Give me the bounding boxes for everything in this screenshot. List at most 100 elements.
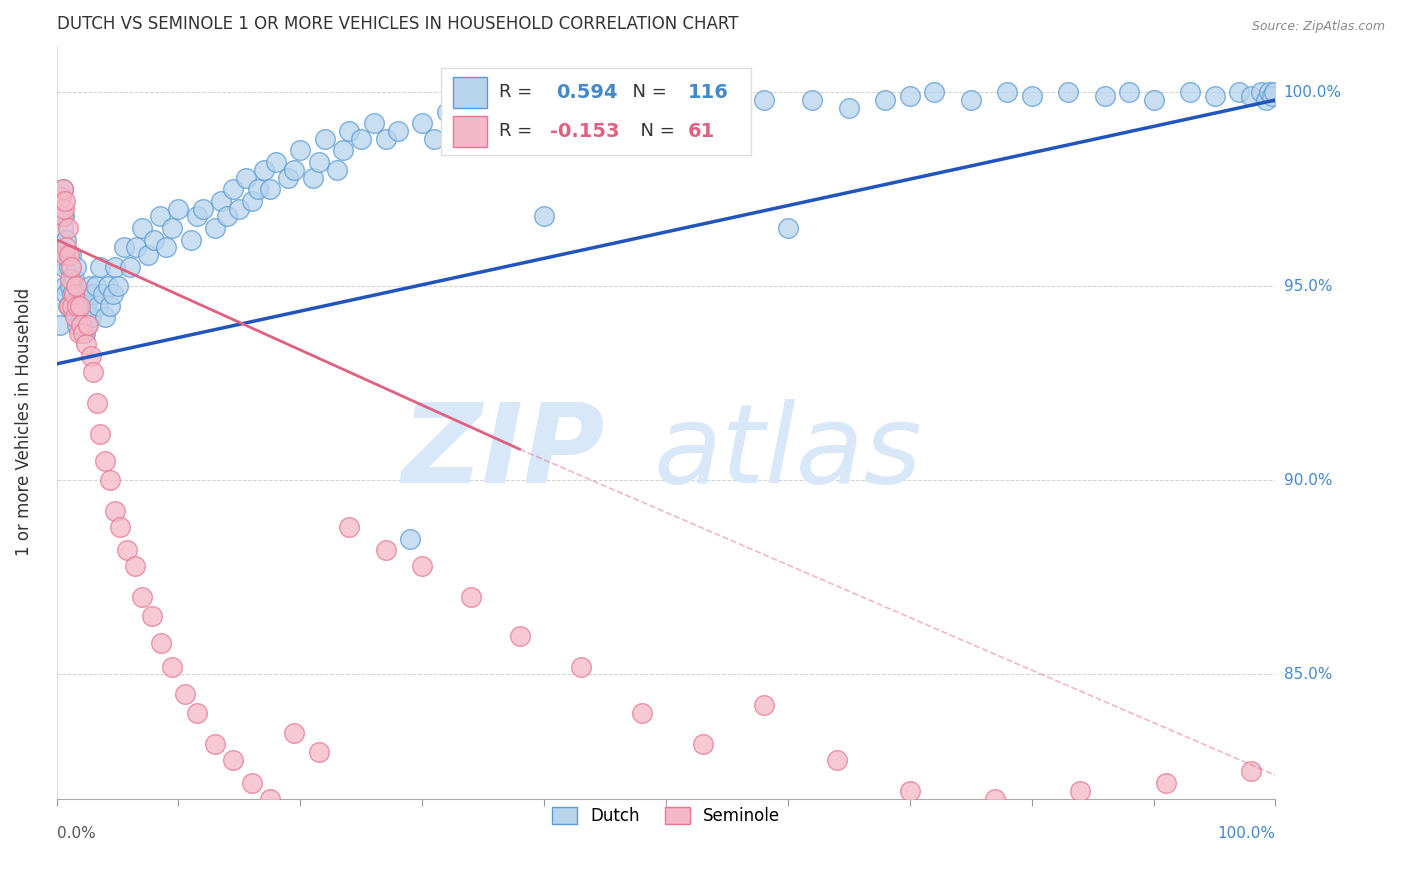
Point bbox=[58, 260, 80, 274]
Point bbox=[825, 753, 848, 767]
Point bbox=[162, 221, 184, 235]
Point bbox=[62, 299, 84, 313]
Point bbox=[70, 318, 93, 332]
Point bbox=[125, 240, 148, 254]
Text: N =: N = bbox=[630, 122, 681, 140]
Point bbox=[460, 116, 482, 130]
Point bbox=[180, 233, 202, 247]
Point bbox=[49, 318, 72, 332]
Point bbox=[73, 326, 96, 340]
Text: 0.594: 0.594 bbox=[557, 83, 617, 102]
Point bbox=[70, 299, 93, 313]
Point bbox=[898, 784, 921, 798]
Point bbox=[52, 210, 75, 224]
Point bbox=[65, 260, 87, 274]
Point bbox=[52, 260, 75, 274]
Point bbox=[326, 162, 349, 177]
Point bbox=[77, 287, 100, 301]
Point bbox=[423, 132, 446, 146]
Point bbox=[875, 93, 897, 107]
Point bbox=[283, 162, 305, 177]
Point bbox=[399, 532, 422, 546]
Point bbox=[60, 260, 83, 274]
Point bbox=[59, 271, 82, 285]
Point bbox=[776, 221, 799, 235]
Point bbox=[72, 326, 94, 340]
Point bbox=[167, 202, 190, 216]
Text: 85.0%: 85.0% bbox=[1284, 667, 1331, 681]
Point bbox=[55, 233, 77, 247]
Legend: Dutch, Seminole: Dutch, Seminole bbox=[546, 800, 787, 831]
Bar bbox=[453, 116, 486, 146]
Point bbox=[259, 791, 281, 805]
Point bbox=[204, 221, 226, 235]
Point bbox=[136, 248, 159, 262]
Point bbox=[411, 116, 433, 130]
Point bbox=[1094, 89, 1116, 103]
Text: 100.0%: 100.0% bbox=[1284, 85, 1341, 100]
Point bbox=[264, 155, 287, 169]
Point bbox=[1069, 784, 1091, 798]
Point bbox=[337, 124, 360, 138]
Point bbox=[314, 132, 336, 146]
Point bbox=[752, 698, 775, 713]
Point bbox=[1240, 89, 1263, 103]
Point bbox=[141, 609, 163, 624]
Point bbox=[67, 326, 90, 340]
Point bbox=[84, 279, 107, 293]
Point bbox=[118, 260, 141, 274]
Point bbox=[91, 287, 114, 301]
Point bbox=[72, 299, 94, 313]
Point bbox=[77, 318, 100, 332]
Point bbox=[253, 162, 276, 177]
Point bbox=[58, 248, 80, 262]
Point bbox=[1240, 764, 1263, 779]
Point bbox=[55, 287, 77, 301]
Point bbox=[509, 628, 531, 642]
Text: R =: R = bbox=[499, 84, 538, 102]
Point bbox=[131, 590, 153, 604]
Point bbox=[60, 248, 83, 262]
Point bbox=[1021, 89, 1043, 103]
Point bbox=[209, 194, 232, 208]
Point bbox=[98, 299, 121, 313]
Point bbox=[630, 706, 652, 721]
Point bbox=[51, 248, 73, 262]
Point bbox=[447, 124, 470, 138]
Text: R =: R = bbox=[499, 122, 538, 140]
Point bbox=[131, 221, 153, 235]
Point bbox=[112, 240, 135, 254]
Point bbox=[301, 170, 323, 185]
Point bbox=[277, 170, 299, 185]
Point bbox=[186, 706, 208, 721]
Point bbox=[56, 299, 79, 313]
Point bbox=[692, 737, 714, 751]
Point bbox=[228, 202, 250, 216]
Point bbox=[222, 753, 245, 767]
Point bbox=[63, 310, 86, 325]
Point bbox=[995, 85, 1018, 99]
Point bbox=[922, 85, 945, 99]
Point bbox=[337, 520, 360, 534]
Point bbox=[104, 260, 127, 274]
Point bbox=[67, 287, 90, 301]
Text: 116: 116 bbox=[688, 83, 728, 102]
Point bbox=[89, 260, 111, 274]
Point bbox=[80, 349, 103, 363]
Point bbox=[533, 210, 555, 224]
Point bbox=[173, 687, 195, 701]
Point bbox=[70, 318, 93, 332]
Point bbox=[484, 104, 506, 119]
Point bbox=[630, 116, 652, 130]
Text: 95.0%: 95.0% bbox=[1284, 279, 1333, 293]
Point bbox=[959, 93, 981, 107]
Point bbox=[1204, 89, 1226, 103]
Point bbox=[290, 144, 312, 158]
Point bbox=[374, 132, 396, 146]
Point bbox=[1261, 89, 1284, 103]
Point bbox=[49, 194, 72, 208]
Point bbox=[87, 299, 110, 313]
Point bbox=[246, 182, 269, 196]
Text: ZIP: ZIP bbox=[402, 399, 605, 506]
Point bbox=[94, 454, 117, 468]
